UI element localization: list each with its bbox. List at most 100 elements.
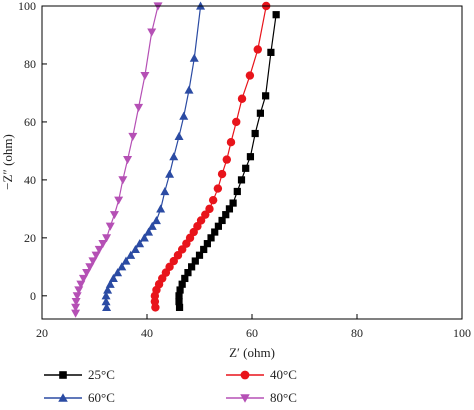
data-point — [179, 111, 189, 120]
data-point — [232, 117, 241, 127]
data-point — [196, 216, 206, 225]
data-point — [102, 234, 112, 243]
data-point — [134, 103, 144, 112]
data-point — [207, 234, 215, 242]
data-point — [218, 216, 226, 225]
legend-marker — [240, 394, 250, 403]
legend-item: 25°C — [44, 367, 115, 382]
data-point — [208, 195, 218, 205]
series-1 — [150, 1, 271, 312]
data-point — [82, 269, 92, 278]
legend-item: 60°C — [44, 390, 115, 405]
data-point — [195, 251, 204, 259]
legend: 25°C 40°C 60°C 80°C — [44, 367, 297, 405]
data-point — [147, 28, 157, 37]
y-axis-ticks: 0 20 40 60 80 100 — [18, 0, 47, 303]
x-tick-label: 80 — [351, 326, 363, 340]
data-point — [98, 240, 108, 249]
data-point — [139, 233, 149, 242]
data-point — [135, 239, 145, 248]
data-point — [105, 279, 115, 288]
data-point — [117, 262, 127, 271]
data-point — [113, 268, 123, 277]
data-point — [237, 176, 246, 184]
data-point — [85, 263, 95, 272]
data-point — [267, 48, 275, 56]
data-point — [165, 262, 174, 272]
data-point — [178, 280, 186, 288]
data-point — [91, 251, 101, 260]
data-point — [229, 199, 237, 207]
data-point — [130, 244, 140, 254]
series-layer — [71, 1, 280, 318]
data-point — [71, 309, 81, 318]
data-point — [102, 302, 112, 312]
series-3 — [71, 2, 163, 318]
legend-marker — [58, 393, 68, 402]
data-point — [160, 186, 170, 196]
data-point — [121, 256, 131, 265]
legend-marker — [240, 370, 250, 380]
data-point — [169, 256, 178, 266]
y-axis-title: −Z″ (ohm) — [0, 134, 15, 190]
data-point — [76, 280, 86, 289]
x-axis-ticks: 20 40 60 80 100 — [36, 314, 471, 340]
data-point — [150, 297, 160, 306]
x-axis-title: Z′ (ohm) — [229, 345, 275, 360]
legend-label: 40°C — [270, 367, 297, 382]
data-point — [105, 222, 115, 231]
legend-item: 80°C — [226, 390, 297, 405]
data-point — [175, 292, 183, 300]
x-tick-label: 20 — [36, 326, 48, 340]
data-point — [175, 303, 184, 312]
data-point — [78, 274, 88, 283]
data-point — [88, 257, 98, 266]
data-point — [140, 71, 150, 81]
legend-label: 80°C — [270, 390, 297, 405]
data-point — [200, 245, 208, 254]
data-point — [151, 215, 161, 225]
data-point — [189, 53, 199, 62]
data-point — [205, 204, 214, 214]
data-point — [211, 228, 219, 236]
data-point — [225, 205, 234, 213]
data-point — [123, 156, 133, 165]
x-tick-label: 40 — [141, 326, 153, 340]
data-point — [72, 292, 82, 301]
data-point — [108, 273, 118, 283]
data-point — [203, 240, 211, 248]
y-tick-label: 80 — [24, 57, 36, 71]
x-tick-label: 60 — [246, 326, 258, 340]
data-point — [214, 222, 222, 230]
data-point — [191, 257, 199, 265]
y-tick-label: 60 — [24, 115, 36, 129]
data-point — [272, 11, 280, 19]
data-point — [253, 45, 262, 54]
data-point — [156, 204, 166, 213]
data-point — [262, 92, 270, 100]
x-tick-label: 100 — [453, 326, 471, 340]
data-point — [245, 71, 255, 80]
data-point — [181, 274, 189, 283]
data-point — [118, 176, 128, 185]
data-point — [242, 164, 250, 172]
data-point — [109, 211, 119, 220]
plot-area — [42, 6, 462, 319]
data-point — [226, 138, 236, 147]
data-point — [233, 187, 241, 196]
legend-label: 60°C — [88, 390, 115, 405]
data-point — [184, 269, 192, 277]
data-point — [101, 297, 111, 306]
data-point — [176, 286, 184, 294]
data-point — [144, 227, 154, 236]
data-point — [165, 169, 175, 178]
legend-item: 40°C — [226, 367, 297, 382]
y-tick-label: 40 — [24, 173, 36, 187]
y-tick-label: 20 — [24, 231, 36, 245]
data-point — [101, 291, 111, 300]
data-point — [71, 298, 81, 307]
data-point — [114, 196, 124, 205]
data-point — [217, 169, 227, 179]
data-point — [184, 85, 194, 94]
data-point — [169, 152, 179, 161]
